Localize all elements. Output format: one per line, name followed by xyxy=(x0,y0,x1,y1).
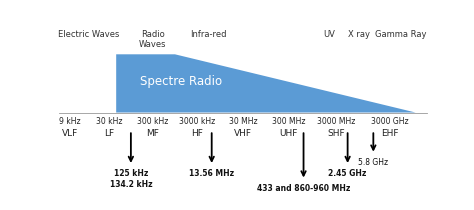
Text: Spectre Radio: Spectre Radio xyxy=(140,75,222,88)
Polygon shape xyxy=(116,54,416,113)
Text: SHF: SHF xyxy=(328,130,346,139)
Text: VLF: VLF xyxy=(62,130,78,139)
Text: 9 kHz: 9 kHz xyxy=(59,117,81,126)
Text: 300 MHz: 300 MHz xyxy=(272,117,306,126)
Text: 433 and 860-960 MHz: 433 and 860-960 MHz xyxy=(257,184,350,193)
Text: 125 kHz
134.2 kHz: 125 kHz 134.2 kHz xyxy=(109,169,152,189)
Text: UV: UV xyxy=(323,30,335,39)
Text: X ray: X ray xyxy=(347,30,370,39)
Text: Infra-red: Infra-red xyxy=(190,30,226,39)
Text: UHF: UHF xyxy=(280,130,298,139)
Text: EHF: EHF xyxy=(381,130,399,139)
Text: Electric Waves: Electric Waves xyxy=(58,30,119,39)
Text: 3000 MHz: 3000 MHz xyxy=(318,117,356,126)
Text: 300 kHz: 300 kHz xyxy=(137,117,169,126)
Text: MF: MF xyxy=(146,130,159,139)
Text: Radio
Waves: Radio Waves xyxy=(139,30,167,49)
Text: 13.56 MHz: 13.56 MHz xyxy=(189,169,234,178)
Text: 30 MHz: 30 MHz xyxy=(228,117,257,126)
Text: 3000 kHz: 3000 kHz xyxy=(179,117,215,126)
Text: 3000 GHz: 3000 GHz xyxy=(371,117,409,126)
Text: 5.8 GHz: 5.8 GHz xyxy=(358,158,388,167)
Text: Gamma Ray: Gamma Ray xyxy=(375,30,427,39)
Text: 30 kHz: 30 kHz xyxy=(96,117,122,126)
Text: 2.45 GHz: 2.45 GHz xyxy=(328,169,367,178)
Text: VHF: VHF xyxy=(234,130,252,139)
Text: LF: LF xyxy=(104,130,114,139)
Text: HF: HF xyxy=(191,130,203,139)
